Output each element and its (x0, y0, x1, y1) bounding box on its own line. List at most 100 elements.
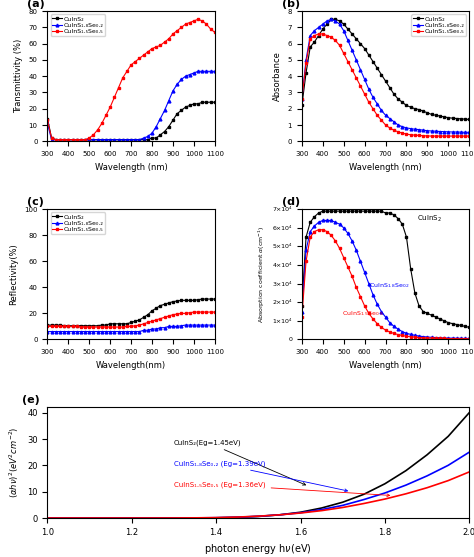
CuInS₁.₈Se₀.₂ (53, 328, 59, 335)
CuInS₁.₈Se₀.₂ (307, 32, 313, 39)
CuInS₂ (320, 26, 326, 32)
CuInS₂ (400, 99, 405, 106)
CuInS₁.₈Se₀.₂ (383, 112, 388, 119)
CuInS₁.₅Se₀.₅ (124, 323, 130, 330)
CuInS₁.₅Se₀.₅ (157, 42, 163, 48)
CuInS₁.₅Se₀.₅ (332, 37, 338, 44)
CuInS₁.₈Se₀.₂ (204, 68, 210, 75)
CuInS₁.₅Se₀.₅ (128, 323, 134, 330)
Text: (e): (e) (22, 395, 40, 405)
CuInS₂ (212, 296, 218, 302)
CuInS₁.₅Se₀.₅ (162, 38, 167, 45)
CuInS₁.₅Se₀.₅ (57, 136, 63, 143)
CuInS₂ (204, 296, 210, 302)
CuInS₂ (111, 136, 117, 143)
CuInS₂ (458, 115, 464, 122)
CuInS₂ (120, 320, 126, 327)
CuInS₁.₈Se₀.₂ (311, 27, 317, 34)
CuInS₂ (149, 135, 155, 141)
CuInS₂ (195, 296, 201, 303)
CuInS₂ (141, 314, 146, 321)
CuInS₁.₈Se₀.₂ (324, 18, 330, 25)
CuInS₁.₈Se₀.₂ (107, 328, 113, 335)
CuInS₂ (187, 102, 192, 109)
CuInS₁.₈Se₀.₂ (354, 57, 359, 63)
CuInS₁.₈Se₀.₂ (99, 136, 105, 143)
CuInS₁.₅Se₀.₅ (170, 311, 176, 318)
CuInS₂ (345, 26, 351, 32)
CuInS₂ (383, 78, 388, 85)
CuInS₂ (454, 115, 460, 122)
CuInS₂ (145, 311, 151, 318)
CuInS₁.₅Se₀.₅ (82, 324, 88, 330)
CuInS₁.₅Se₀.₅ (74, 136, 80, 143)
CuInS₁.₈Se₀.₂ (316, 24, 321, 31)
Line: CuInS₁.₅Se₀.₅: CuInS₁.₅Se₀.₅ (46, 311, 216, 329)
CuInS₂ (70, 323, 75, 329)
CuInS₂ (82, 323, 88, 329)
CuInS₁.₈Se₀.₂ (137, 136, 142, 143)
CuInS₁.₈Se₀.₂ (162, 324, 167, 331)
CuInS₁.₈Se₀.₂ (208, 68, 213, 75)
CuInS₁.₅Se₀.₅ (132, 323, 138, 329)
CuInS₁.₈Se₀.₂ (103, 136, 109, 143)
CuInS₁.₈Se₀.₂ (45, 328, 50, 335)
CuInS₂ (307, 43, 313, 50)
CuInS₁.₅Se₀.₅ (316, 31, 321, 37)
CuInS₂ (357, 40, 363, 47)
CuInS₁.₈Se₀.₂ (61, 136, 67, 143)
CuInS₁.₅Se₀.₅ (99, 120, 105, 127)
CuInS₁.₈Se₀.₂ (437, 128, 443, 135)
CuInS₁.₅Se₀.₅ (195, 16, 201, 23)
CuInS₁.₅Se₀.₅ (137, 322, 142, 329)
CuInS₂ (145, 136, 151, 143)
CuInS₂ (170, 299, 176, 305)
CuInS₂ (425, 110, 430, 116)
CuInS₁.₈Se₀.₂ (208, 322, 213, 329)
CuInS₁.₅Se₀.₅ (78, 136, 84, 143)
CuInS₁.₈Se₀.₂ (49, 328, 55, 335)
CuInS₁.₅Se₀.₅ (141, 320, 146, 327)
Line: CuInS₁.₅Se₀.₅: CuInS₁.₅Se₀.₅ (301, 32, 471, 138)
CuInS₁.₅Se₀.₅ (65, 323, 71, 330)
Y-axis label: Transmittivity (%): Transmittivity (%) (14, 39, 23, 113)
CuInS₁.₈Se₀.₂ (99, 328, 105, 335)
CuInS₁.₈Se₀.₂ (357, 66, 363, 73)
CuInS₁.₈Se₀.₂ (379, 107, 384, 114)
CuInS₁.₈Se₀.₂ (191, 322, 197, 329)
CuInS₁.₈Se₀.₂ (95, 136, 100, 143)
CuInS₁.₅Se₀.₅ (366, 99, 372, 106)
Line: CuInS₂: CuInS₂ (301, 18, 471, 121)
X-axis label: Wavelength (nm): Wavelength (nm) (95, 163, 167, 172)
CuInS₂ (391, 91, 397, 97)
CuInS₁.₅Se₀.₅ (157, 315, 163, 322)
CuInS₂ (78, 136, 84, 143)
CuInS₁.₅Se₀.₅ (120, 324, 126, 330)
CuInS₁.₈Se₀.₂ (166, 323, 172, 330)
CuInS₂ (91, 136, 96, 143)
CuInS₂ (116, 320, 121, 327)
CuInS₂ (437, 113, 443, 119)
CuInS₁.₅Se₀.₅ (337, 42, 342, 48)
CuInS₂ (124, 320, 130, 327)
CuInS₁.₈Se₀.₂ (120, 136, 126, 143)
CuInS₁.₅Se₀.₅ (128, 61, 134, 68)
CuInS₂ (195, 100, 201, 107)
CuInS₂ (299, 102, 305, 109)
CuInS₁.₈Se₀.₂ (454, 129, 460, 135)
CuInS₂ (103, 136, 109, 143)
CuInS₁.₅Se₀.₅ (166, 36, 172, 42)
CuInS₂ (429, 111, 435, 118)
CuInS₁.₅Se₀.₅ (170, 31, 176, 37)
CuInS₂ (57, 136, 63, 143)
CuInS₁.₅Se₀.₅ (458, 133, 464, 139)
CuInS₁.₈Se₀.₂ (429, 128, 435, 134)
CuInS₁.₅Se₀.₅ (446, 133, 451, 139)
CuInS₁.₈Se₀.₂ (120, 328, 126, 335)
CuInS₂ (137, 316, 142, 323)
CuInS₁.₅Se₀.₅ (95, 324, 100, 330)
CuInS₂ (120, 136, 126, 143)
CuInS₂ (374, 65, 380, 71)
CuInS₂ (45, 115, 50, 122)
Y-axis label: Absorbance: Absorbance (273, 51, 282, 101)
